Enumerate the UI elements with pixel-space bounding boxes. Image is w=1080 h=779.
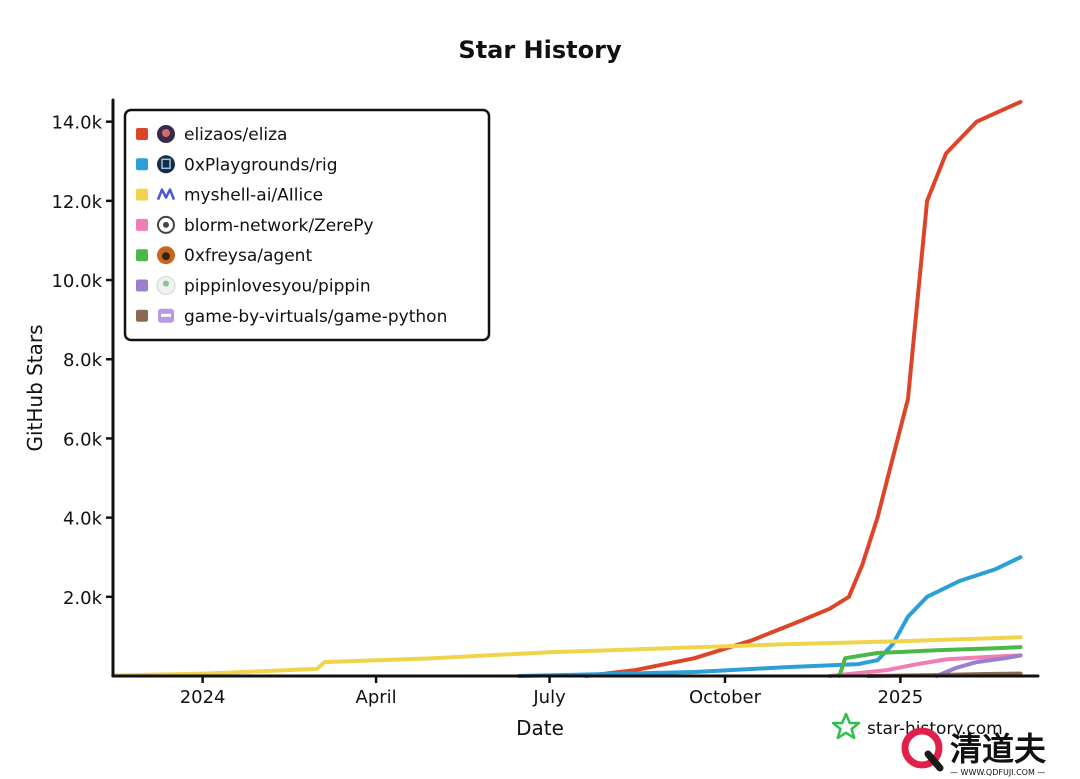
y-tick-label: 12.0k bbox=[51, 192, 102, 213]
brand-logo: 清道夫 — WWW.QDFUJI.COM — bbox=[901, 727, 1047, 777]
series-line-0xfreysa-agent bbox=[837, 645, 1023, 678]
avatar-game-icon bbox=[158, 308, 174, 323]
avatar-ailice-icon bbox=[156, 188, 176, 201]
series-line-myshell-ai-ailice bbox=[111, 635, 1023, 678]
series-layer bbox=[111, 99, 1023, 678]
avatar-pippin-icon bbox=[156, 276, 176, 295]
legend-swatch bbox=[136, 188, 148, 201]
legend-item-0xplaygrounds-rig: 0xPlaygrounds/rig bbox=[136, 155, 338, 175]
legend-swatch bbox=[136, 128, 148, 140]
x-tick-label: July bbox=[532, 687, 566, 708]
avatar-zerepy-icon bbox=[157, 215, 175, 234]
x-tick-label: April bbox=[356, 687, 397, 708]
x-tick-label: October bbox=[689, 687, 762, 708]
x-tick-label: 2024 bbox=[180, 687, 226, 708]
legend-swatch bbox=[136, 249, 148, 262]
series-line-elizaos-eliza bbox=[583, 99, 1023, 678]
legend-item-myshell-ai-ailice: myshell-ai/AIlice bbox=[136, 186, 323, 206]
y-tick-label: 10.0k bbox=[51, 271, 102, 292]
avatar-eliza-icon bbox=[157, 125, 175, 143]
legend-swatch bbox=[136, 309, 148, 322]
brand-q-logo-icon bbox=[901, 727, 944, 772]
y-tick-label: 8.0k bbox=[63, 350, 103, 371]
legend-label: pippinlovesyou/pippin bbox=[184, 277, 371, 297]
legend-label: game-by-virtuals/game-python bbox=[184, 307, 447, 327]
legend-swatch bbox=[136, 218, 148, 231]
series-line-blorm-network-zerepy bbox=[827, 653, 1023, 678]
series-line-pippinlovesyou-pippin bbox=[934, 653, 1023, 678]
legend-swatch bbox=[136, 158, 148, 171]
legend-label: blorm-network/ZerePy bbox=[184, 216, 374, 236]
x-ticks: 2024 April July October 2025 bbox=[180, 676, 923, 708]
legend-label: elizaos/eliza bbox=[184, 125, 287, 145]
chart-title: Star History bbox=[458, 36, 622, 64]
y-axis-label: GitHub Stars bbox=[23, 324, 47, 451]
avatar-rig-icon bbox=[157, 155, 175, 174]
brand-name: 清道夫 bbox=[950, 730, 1047, 768]
x-axis-label: Date bbox=[516, 716, 564, 740]
legend-item-blorm-network-zerepy: blorm-network/ZerePy bbox=[136, 215, 374, 236]
legend-label: 0xfreysa/agent bbox=[184, 246, 312, 266]
brand-url: — WWW.QDFUJI.COM — bbox=[950, 768, 1045, 777]
legend-item-game-by-virtuals-game-python: game-by-virtuals/game-python bbox=[136, 307, 447, 327]
watermark: star-history.com bbox=[831, 712, 1003, 740]
y-tick-label: 6.0k bbox=[63, 429, 103, 450]
avatar-freysa-icon bbox=[157, 246, 175, 265]
legend-swatch bbox=[136, 279, 148, 292]
x-tick-label: 2025 bbox=[877, 687, 923, 708]
star-logo-icon bbox=[831, 712, 861, 740]
legend-item-elizaos-eliza: elizaos/eliza bbox=[136, 125, 287, 145]
y-tick-label: 4.0k bbox=[63, 509, 103, 530]
legend-label: myshell-ai/AIlice bbox=[184, 186, 323, 206]
legend-box bbox=[123, 108, 491, 342]
watermark-text: star-history.com bbox=[867, 719, 1003, 739]
y-ticks: 2.0k 4.0k 6.0k 8.0k 10.0k 12.0k 14.0k bbox=[51, 113, 113, 609]
legend-label: 0xPlaygrounds/rig bbox=[184, 155, 338, 175]
legend-item-0xfreysa-agent: 0xfreysa/agent bbox=[136, 246, 312, 266]
legend: elizaos/eliza 0xPlaygrounds/rig myshell-ai… bbox=[123, 108, 491, 342]
y-tick-label: 2.0k bbox=[63, 588, 103, 609]
legend-item-pippinlovesyou-pippin: pippinlovesyou/pippin bbox=[136, 276, 371, 297]
y-tick-label: 14.0k bbox=[51, 113, 102, 134]
